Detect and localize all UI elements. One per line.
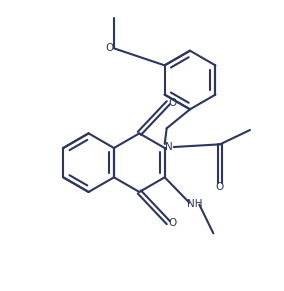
- Text: O: O: [105, 43, 114, 53]
- Text: N: N: [165, 142, 173, 152]
- Text: O: O: [216, 182, 224, 192]
- Text: O: O: [169, 98, 177, 108]
- Text: O: O: [169, 218, 177, 228]
- Text: NH: NH: [187, 199, 202, 209]
